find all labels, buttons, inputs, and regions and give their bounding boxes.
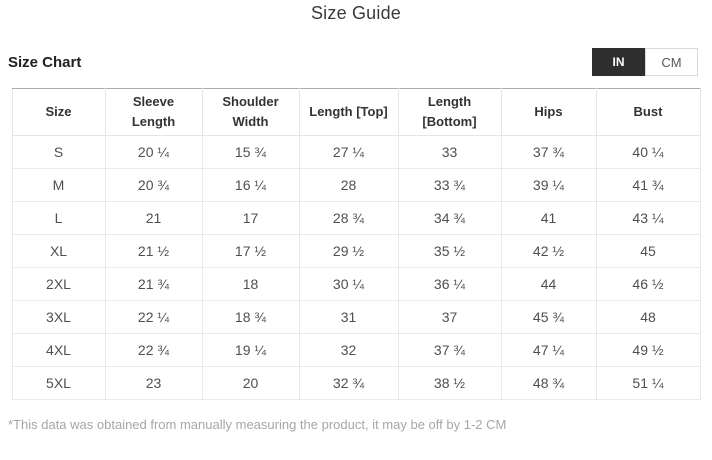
table-header-row: Size Sleeve Length Shoulder Width Length…: [11, 88, 701, 136]
measurement-cell: 20 ¼: [104, 135, 203, 169]
measurement-cell: 30 ¼: [298, 267, 399, 301]
table-row: 2XL 21 ¾ 18 30 ¼ 36 ¼ 44 46 ½: [11, 267, 701, 301]
table-row: 4XL 22 ¾ 19 ¼ 32 37 ¾ 47 ¼ 49 ½: [11, 333, 701, 367]
measurement-cell: 20: [201, 366, 300, 400]
measurement-cell: 45: [595, 234, 701, 268]
measurement-cell: 17 ½: [201, 234, 300, 268]
measurement-cell: 32 ¾: [298, 366, 399, 400]
measurement-cell: 34 ¾: [397, 201, 502, 235]
measurement-cell: 22 ¾: [104, 333, 203, 367]
measurement-cell: 23: [104, 366, 203, 400]
measurement-cell: 43 ¼: [595, 201, 701, 235]
measurement-cell: 15 ¾: [201, 135, 300, 169]
measurement-cell: 21 ¾: [104, 267, 203, 301]
table-row: M 20 ¾ 16 ¼ 28 33 ¾ 39 ¼ 41 ¾: [11, 168, 701, 202]
measurement-cell: 21: [104, 201, 203, 235]
measurement-cell: 18: [201, 267, 300, 301]
unit-cm-button[interactable]: CM: [645, 48, 698, 76]
table-row: 5XL 23 20 32 ¾ 38 ½ 48 ¾ 51 ¼: [11, 366, 701, 400]
measurement-cell: 33: [397, 135, 502, 169]
measurement-cell: 27 ¼: [298, 135, 399, 169]
size-chart-header-row: Size Chart IN CM: [0, 47, 712, 77]
measurement-cell: 21 ½: [104, 234, 203, 268]
measurement-cell: 45 ¾: [500, 300, 597, 334]
size-chart-heading: Size Chart: [8, 53, 82, 71]
column-header-shoulder-width: Shoulder Width: [201, 88, 300, 136]
measurement-cell: 44: [500, 267, 597, 301]
measurement-cell: 17: [201, 201, 300, 235]
column-header-length-top: Length [Top]: [298, 88, 399, 136]
unit-in-button[interactable]: IN: [592, 48, 645, 76]
measurement-cell: 36 ¼: [397, 267, 502, 301]
measurement-cell: 48: [595, 300, 701, 334]
size-cell: XL: [11, 234, 106, 268]
measurement-cell: 46 ½: [595, 267, 701, 301]
measurement-cell: 42 ½: [500, 234, 597, 268]
measurement-cell: 41 ¾: [595, 168, 701, 202]
measurement-cell: 16 ¼: [201, 168, 300, 202]
measurement-cell: 51 ¼: [595, 366, 701, 400]
column-header-bust: Bust: [595, 88, 701, 136]
size-cell: 4XL: [11, 333, 106, 367]
measurement-cell: 20 ¾: [104, 168, 203, 202]
measurement-cell: 37 ¾: [397, 333, 502, 367]
measurement-cell: 35 ½: [397, 234, 502, 268]
table-row: 3XL 22 ¼ 18 ¾ 31 37 45 ¾ 48: [11, 300, 701, 334]
size-cell: 3XL: [11, 300, 106, 334]
measurement-cell: 22 ¼: [104, 300, 203, 334]
measurement-cell: 39 ¼: [500, 168, 597, 202]
measurement-cell: 28 ¾: [298, 201, 399, 235]
size-chart-table: Size Sleeve Length Shoulder Width Length…: [11, 88, 701, 400]
measurement-cell: 19 ¼: [201, 333, 300, 367]
measurement-cell: 18 ¾: [201, 300, 300, 334]
measurement-cell: 29 ½: [298, 234, 399, 268]
measurement-cell: 40 ¼: [595, 135, 701, 169]
table-row: S 20 ¼ 15 ¾ 27 ¼ 33 37 ¾ 40 ¼: [11, 135, 701, 169]
measurement-disclaimer: *This data was obtained from manually me…: [8, 417, 507, 432]
measurement-cell: 37 ¾: [500, 135, 597, 169]
unit-toggle: IN CM: [592, 48, 698, 76]
column-header-length-bottom: Length [Bottom]: [397, 88, 502, 136]
column-header-sleeve-length: Sleeve Length: [104, 88, 203, 136]
measurement-cell: 38 ½: [397, 366, 502, 400]
measurement-cell: 48 ¾: [500, 366, 597, 400]
measurement-cell: 47 ¼: [500, 333, 597, 367]
table-row: XL 21 ½ 17 ½ 29 ½ 35 ½ 42 ½ 45: [11, 234, 701, 268]
size-cell: 2XL: [11, 267, 106, 301]
size-cell: 5XL: [11, 366, 106, 400]
measurement-cell: 31: [298, 300, 399, 334]
measurement-cell: 49 ½: [595, 333, 701, 367]
column-header-hips: Hips: [500, 88, 597, 136]
measurement-cell: 33 ¾: [397, 168, 502, 202]
size-cell: S: [11, 135, 106, 169]
page-title: Size Guide: [310, 3, 402, 23]
measurement-cell: 32: [298, 333, 399, 367]
measurement-cell: 41: [500, 201, 597, 235]
size-cell: L: [11, 201, 106, 235]
column-header-size: Size: [11, 88, 106, 136]
table-row: L 21 17 28 ¾ 34 ¾ 41 43 ¼: [11, 201, 701, 235]
measurement-cell: 28: [298, 168, 399, 202]
size-cell: M: [11, 168, 106, 202]
measurement-cell: 37: [397, 300, 502, 334]
